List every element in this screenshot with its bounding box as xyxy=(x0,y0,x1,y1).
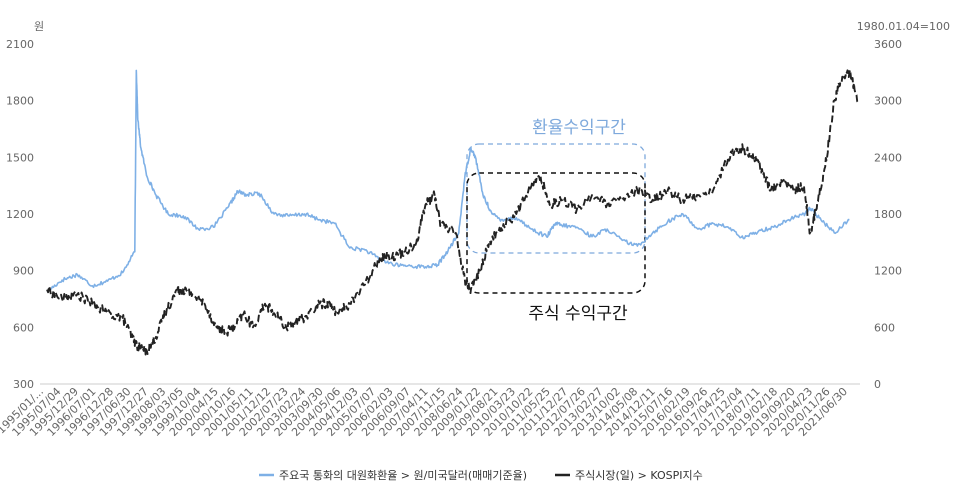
right-tick-label: 0 xyxy=(874,378,881,391)
left-tick-label: 300 xyxy=(13,378,34,391)
left-axis-unit: 원 xyxy=(34,20,44,33)
stock-zone-box xyxy=(466,172,646,294)
right-tick-label: 3600 xyxy=(874,38,902,51)
legend-label-kospi[interactable]: 주식시장(일) > KOSPI지수 xyxy=(575,468,703,482)
fx-zone-box xyxy=(466,143,646,254)
left-tick-label: 900 xyxy=(13,265,34,278)
series-line-kospi xyxy=(46,69,860,356)
left-axis-ticks: 2100 1800 1500 1200 900 600 300 xyxy=(6,38,34,391)
fx-zone-label: 환율수익구간 xyxy=(532,118,626,138)
legend: 주요국 통화의 대원화환율 > 원/미국달러(매매기준율) 주식시장(일) > … xyxy=(259,468,703,482)
right-tick-label: 600 xyxy=(874,321,895,334)
legend-label-fx[interactable]: 주요국 통화의 대원화환율 > 원/미국달러(매매기준율) xyxy=(279,469,527,482)
left-tick-label: 1500 xyxy=(6,151,34,164)
stock-zone-label: 주식 수익구간 xyxy=(528,304,628,324)
right-axis-ticks: 3600 3000 2400 1800 1200 600 0 xyxy=(874,38,902,391)
series-line-fx xyxy=(46,69,850,293)
right-tick-label: 1200 xyxy=(874,265,902,278)
right-axis-unit: 1980.01.04=100 xyxy=(857,20,950,33)
right-tick-label: 1800 xyxy=(874,208,902,221)
left-tick-label: 1800 xyxy=(6,95,34,108)
x-axis-ticks: 1995/01/...1995/07/041995/12/291996/07/0… xyxy=(0,385,850,439)
left-tick-label: 2100 xyxy=(6,38,34,51)
left-tick-label: 600 xyxy=(13,321,34,334)
right-tick-label: 2400 xyxy=(874,151,902,164)
series-layer xyxy=(46,69,860,356)
right-tick-label: 3000 xyxy=(874,95,902,108)
left-tick-label: 1200 xyxy=(6,208,34,221)
